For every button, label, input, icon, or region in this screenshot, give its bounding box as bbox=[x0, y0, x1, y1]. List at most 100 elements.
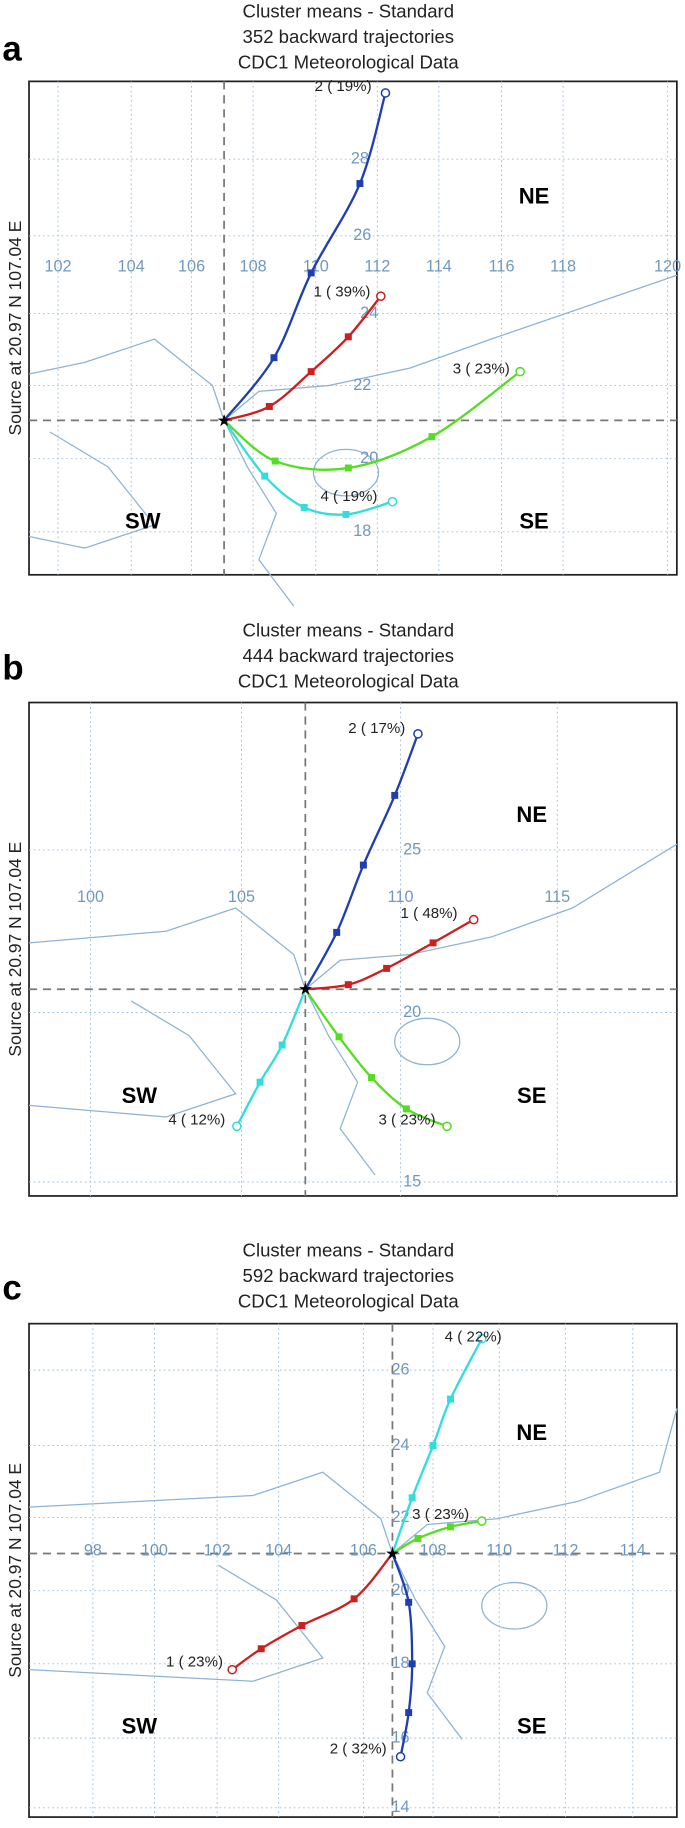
longitude-label: 108 bbox=[240, 257, 267, 275]
trajectory-marker bbox=[408, 1494, 416, 1502]
panel-letter: b bbox=[2, 648, 23, 687]
trajectory-label: 2 ( 17%) bbox=[348, 720, 405, 737]
trajectory-marker bbox=[300, 503, 308, 511]
latitude-label: 18 bbox=[392, 1654, 410, 1672]
trajectory-marker bbox=[307, 368, 315, 376]
trajectory-label: 4 ( 12%) bbox=[168, 1111, 225, 1128]
longitude-label: 100 bbox=[141, 1542, 168, 1560]
trajectory-marker bbox=[414, 1534, 422, 1542]
trajectory-marker bbox=[256, 1078, 264, 1086]
trajectory-marker bbox=[333, 928, 341, 936]
panel-letter: c bbox=[2, 1268, 21, 1307]
coastline bbox=[28, 1553, 463, 1740]
panel-title: Cluster means - Standard bbox=[243, 1239, 455, 1260]
trajectory-marker bbox=[271, 457, 279, 465]
map-panel: c Cluster means - Standard 592 backward tr… bbox=[2, 1239, 678, 1818]
trajectory-marker bbox=[278, 1041, 286, 1049]
longitude-label: 100 bbox=[77, 888, 104, 906]
latitude-label: 26 bbox=[353, 226, 371, 244]
region-label: SE bbox=[519, 508, 548, 533]
region-label: NE bbox=[516, 802, 547, 827]
trajectory-marker bbox=[391, 791, 399, 799]
trajectory-marker bbox=[446, 1395, 454, 1403]
map-frame bbox=[28, 701, 678, 1197]
trajectory-marker bbox=[359, 861, 367, 869]
longitude-label: 104 bbox=[265, 1542, 292, 1560]
longitude-label: 106 bbox=[350, 1542, 377, 1560]
trajectory-marker bbox=[344, 464, 352, 472]
panel-letter: a bbox=[2, 29, 22, 68]
trajectory-marker bbox=[265, 402, 273, 410]
latitude-label: 18 bbox=[353, 522, 371, 540]
trajectory-marker bbox=[261, 472, 269, 480]
latitude-label: 15 bbox=[403, 1172, 421, 1190]
trajectory-marker bbox=[383, 964, 391, 972]
trajectory bbox=[391, 1519, 483, 1555]
trajectory-label: 1 ( 48%) bbox=[401, 905, 458, 922]
latitude-label: 25 bbox=[403, 840, 421, 858]
latitude-label: 22 bbox=[353, 376, 371, 394]
trajectory-marker bbox=[405, 1709, 413, 1717]
longitude-label: 120 bbox=[654, 257, 681, 275]
trajectory-marker bbox=[368, 1074, 376, 1082]
latitude-label: 22 bbox=[392, 1508, 410, 1526]
trajectory-marker bbox=[344, 333, 352, 341]
trajectory-marker bbox=[257, 1645, 265, 1653]
trajectory-end bbox=[387, 496, 398, 507]
coastline bbox=[28, 1408, 678, 1555]
trajectory-marker bbox=[335, 1033, 343, 1041]
latitude-label: 20 bbox=[403, 1003, 421, 1021]
source-marker: ★ bbox=[385, 1545, 400, 1563]
trajectory-end bbox=[380, 88, 391, 98]
trajectory-marker bbox=[402, 1105, 410, 1113]
latitude-label: 24 bbox=[392, 1436, 410, 1454]
longitude-label: 110 bbox=[486, 1542, 512, 1560]
trajectory-marker bbox=[344, 981, 352, 989]
trajectory-marker bbox=[446, 1523, 454, 1531]
longitude-label: 102 bbox=[204, 1542, 231, 1560]
trajectory-label: 4 ( 22%) bbox=[445, 1329, 502, 1346]
trajectory-marker bbox=[356, 180, 364, 188]
map-panel: b Cluster means - Standard 444 backward tr… bbox=[2, 619, 678, 1197]
trajectory bbox=[235, 988, 307, 1127]
trajectory-end bbox=[395, 1751, 406, 1762]
trajectory-marker bbox=[270, 354, 278, 362]
map-panel: a Cluster means - Standard 352 backward tr… bbox=[2, 1, 681, 607]
coastline bbox=[28, 843, 678, 991]
coastline bbox=[28, 420, 295, 607]
trajectory-end bbox=[477, 1516, 487, 1526]
longitude-label: 114 bbox=[620, 1542, 646, 1560]
trajectory-label: 2 ( 32%) bbox=[330, 1741, 387, 1758]
latitude-label: 26 bbox=[392, 1360, 410, 1378]
trajectory-marker bbox=[342, 510, 350, 518]
trajectory-marker bbox=[298, 1622, 306, 1630]
trajectory-end bbox=[232, 1121, 242, 1132]
source-marker: ★ bbox=[298, 981, 313, 999]
latitude-label: 14 bbox=[392, 1798, 410, 1816]
longitude-label: 98 bbox=[84, 1542, 102, 1560]
trajectory-marker bbox=[307, 269, 315, 277]
island bbox=[481, 1581, 548, 1630]
region-label: NE bbox=[516, 1420, 547, 1445]
trajectory-marker bbox=[429, 939, 437, 947]
region-label: SE bbox=[517, 1714, 546, 1739]
map-frame bbox=[28, 1322, 678, 1818]
trajectory-marker bbox=[350, 1595, 358, 1603]
region-label: NE bbox=[519, 183, 550, 208]
trajectory-label: 3 ( 23%) bbox=[412, 1506, 469, 1523]
y-axis-label: Source at 20.97 N 107.04 E bbox=[5, 842, 25, 1057]
island bbox=[312, 448, 380, 497]
trajectory-end bbox=[227, 1664, 238, 1675]
panel-title: Cluster means - Standard bbox=[243, 619, 455, 640]
panel-title: Cluster means - Standard bbox=[243, 1, 455, 22]
longitude-label: 104 bbox=[118, 257, 145, 275]
longitude-label: 102 bbox=[44, 257, 71, 275]
coastline bbox=[28, 989, 376, 1176]
panel-title: CDC1 Meteorological Data bbox=[238, 670, 459, 691]
trajectory bbox=[223, 370, 521, 471]
longitude-label: 112 bbox=[364, 257, 390, 275]
trajectory-end bbox=[515, 366, 525, 377]
region-label: SW bbox=[122, 1714, 158, 1739]
